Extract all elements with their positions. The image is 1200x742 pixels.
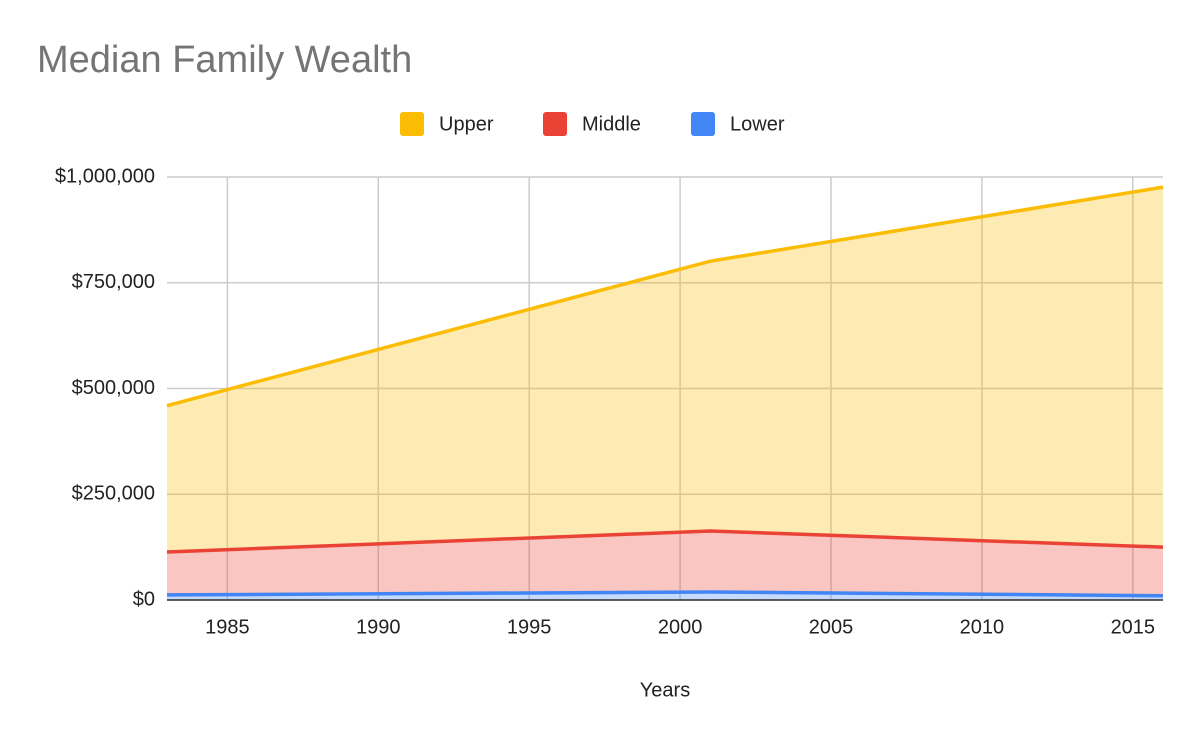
y-tick-label: $0 xyxy=(133,588,155,610)
line xyxy=(166,185,1164,408)
legend-label: Lower xyxy=(730,113,785,135)
legend-swatch xyxy=(400,112,424,136)
y-tick-label: $500,000 xyxy=(72,377,155,399)
legend-label: Upper xyxy=(439,113,494,135)
area xyxy=(167,531,1163,596)
x-tick-label: 1990 xyxy=(356,616,401,638)
chart-title: Median Family Wealth xyxy=(37,39,412,81)
x-tick-label: 2015 xyxy=(1111,616,1156,638)
legend-label: Middle xyxy=(582,113,641,135)
legend-swatch xyxy=(543,112,567,136)
y-tick-label: $250,000 xyxy=(72,483,155,505)
y-tick-label: $1,000,000 xyxy=(55,165,155,187)
line xyxy=(166,529,1164,554)
line xyxy=(166,590,1164,598)
y-tick-label: $750,000 xyxy=(72,271,155,293)
x-tick-label: 2010 xyxy=(960,616,1005,638)
x-tick-label: 2005 xyxy=(809,616,854,638)
legend-swatch xyxy=(691,112,715,136)
x-tick-label: 2000 xyxy=(658,616,703,638)
x-tick-label: 1995 xyxy=(507,616,552,638)
x-tick-label: 1985 xyxy=(205,616,250,638)
x-axis-title: Years xyxy=(640,679,690,701)
area xyxy=(167,187,1163,552)
